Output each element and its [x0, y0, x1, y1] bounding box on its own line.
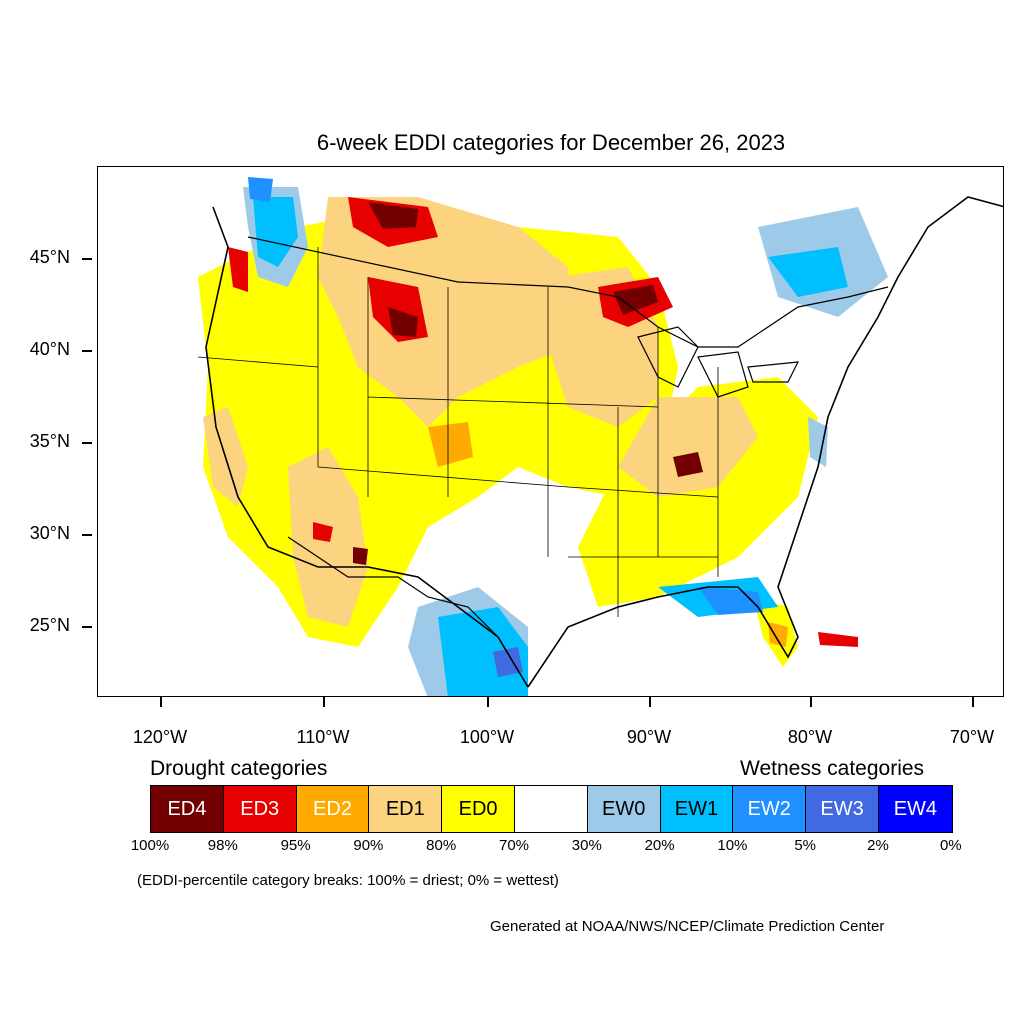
lat-label: 30°N: [29, 523, 70, 543]
ed3-arizona: [313, 522, 333, 542]
category-note: (EDDI-percentile category breaks: 100% =…: [137, 872, 559, 889]
ed1-north: [318, 197, 568, 427]
lat-tick: [82, 442, 92, 444]
lon-tick: [972, 697, 974, 707]
lat-label: 25°N: [29, 615, 70, 635]
percent-label: 80%: [426, 837, 457, 854]
ed3-bahamas: [818, 632, 858, 647]
lon-label: 70°W: [949, 727, 995, 747]
percent-label: 10%: [717, 837, 748, 854]
lon-tick: [649, 697, 651, 707]
lat-label: 35°N: [29, 431, 70, 451]
ed4-superior: [613, 285, 658, 315]
ed3-kentucky: [673, 452, 703, 477]
lon-label: 80°W: [787, 727, 833, 747]
lon-tick: [323, 697, 325, 707]
lon-label: 120°W: [132, 727, 188, 747]
percent-label: 0%: [939, 837, 962, 854]
percent-label: 70%: [498, 837, 530, 854]
credit-line: Generated at NOAA/NWS/NCEP/Climate Predi…: [490, 918, 885, 935]
ed4-nm: [353, 547, 368, 565]
legend-swatch: ED1: [369, 786, 443, 832]
ed4-montana: [368, 202, 418, 229]
percent-label: 30%: [571, 837, 602, 854]
lat-tick: [82, 626, 92, 628]
ew2-gulf: [698, 587, 763, 615]
category-fields: [198, 177, 888, 696]
category-legend: ED4 ED3 ED2 ED1 ED0 EW0 EW1 EW2 EW3 EW4: [150, 785, 953, 833]
ed3-oregon: [228, 247, 248, 292]
percent-label: 2%: [867, 837, 889, 854]
legend-swatch: ED4: [151, 786, 224, 832]
map-canvas: [197, 177, 1003, 696]
map-title: 6-week EDDI categories for December 26, …: [316, 130, 786, 155]
percent-label: 90%: [353, 837, 384, 854]
drought-heading: Drought categories: [150, 757, 328, 780]
ew-mid-atlantic: [808, 417, 828, 467]
great-lakes: [637, 326, 800, 398]
legend-swatch: EW1: [660, 786, 734, 832]
canada-border: [247, 236, 889, 348]
lon-label: 110°W: [296, 727, 350, 747]
legend-swatch: EW3: [806, 786, 879, 832]
lat-label: 40°N: [29, 339, 70, 359]
legend-swatch: ED0: [442, 786, 515, 832]
legend-swatch: EW2: [733, 786, 807, 832]
us-coastline: [205, 196, 1003, 688]
mexico-border: [287, 536, 499, 638]
lon-tick: [487, 697, 489, 707]
lon-tick: [810, 697, 812, 707]
legend-swatch: [514, 786, 588, 832]
ed2-florida: [768, 622, 788, 647]
legend-swatch: ED3: [223, 786, 297, 832]
eddi-map: [97, 166, 1004, 697]
ew2-washington: [248, 177, 273, 202]
legend-swatch: ED2: [296, 786, 370, 832]
lat-tick: [82, 258, 92, 260]
wetness-heading: Wetness categories: [740, 757, 925, 780]
lon-tick: [160, 697, 162, 707]
percent-label: 20%: [644, 837, 675, 854]
ed4-wyoming: [388, 307, 418, 337]
ed1-ohio: [618, 397, 758, 497]
legend-swatch: EW4: [878, 786, 952, 832]
ew3-texas: [493, 647, 523, 677]
percent-label: 5%: [794, 837, 817, 854]
percent-label: 95%: [280, 837, 311, 854]
ed0-east: [578, 377, 818, 607]
legend-swatch: EW0: [587, 786, 661, 832]
lat-label: 45°N: [29, 247, 70, 267]
lon-label: 100°W: [459, 727, 515, 747]
state-lines: [197, 247, 719, 617]
boundaries: [197, 196, 1003, 688]
ed2-patches: [428, 422, 473, 467]
percent-label: 98%: [207, 837, 238, 854]
percent-label: 100%: [130, 837, 170, 854]
lat-tick: [82, 350, 92, 352]
lon-label: 90°W: [626, 727, 672, 747]
lat-tick: [82, 534, 92, 536]
ew1-northwest: [253, 197, 298, 267]
ew2-northeast-canada: [768, 247, 848, 297]
